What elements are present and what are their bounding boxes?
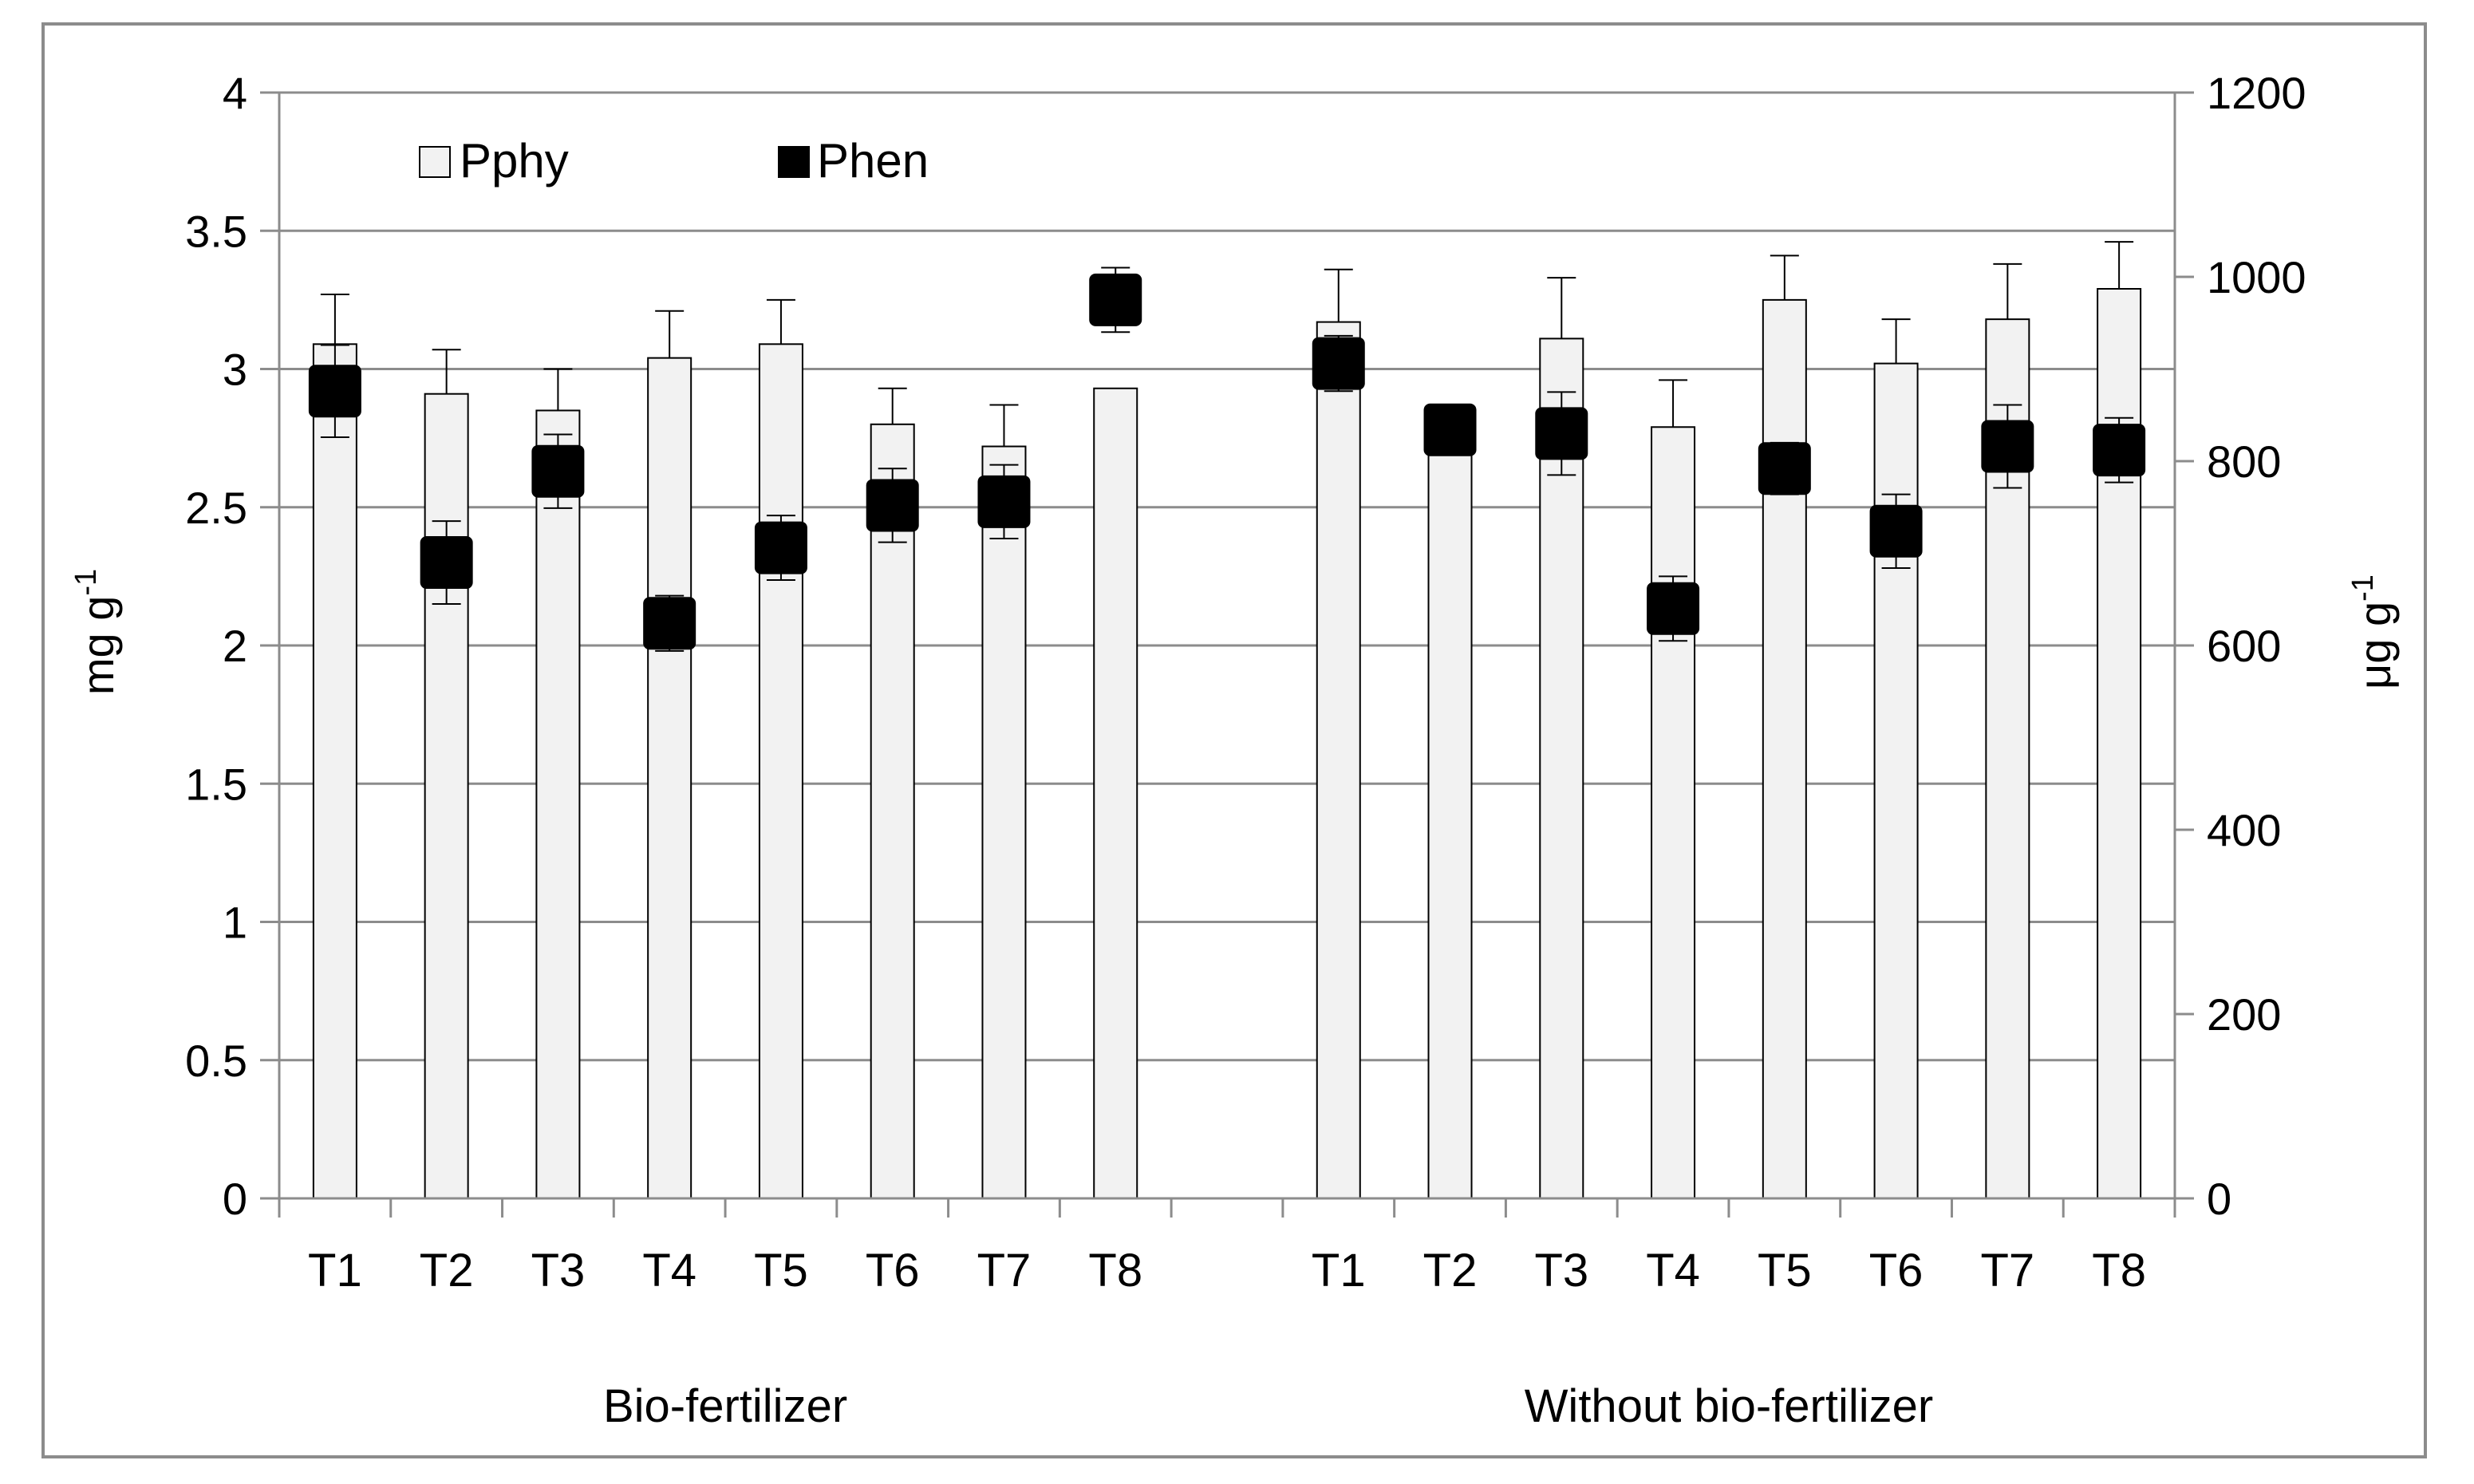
label-layer: 0 0.5 1 1.5 2 2.5 3 3.5 4 0 200 400 600 800 1000 1200 T1… <box>185 68 2306 1432</box>
bar-pphy <box>1427 426 1473 1199</box>
y-left-tick-label: 1 <box>223 898 247 948</box>
marker-phen <box>531 444 585 498</box>
y-right-tick-label: 1000 <box>2207 252 2306 302</box>
y-left-tick-label: 0.5 <box>185 1036 247 1086</box>
marker-phen <box>1312 337 1365 390</box>
bar-pphy <box>647 357 692 1199</box>
marker-phen <box>1758 442 1811 495</box>
x-tick-label: T6 <box>1869 1245 1924 1297</box>
axis-layer <box>260 91 2194 1218</box>
legend-label-phen: Phen <box>817 134 929 187</box>
legend-label-pphy: Pphy <box>460 134 569 187</box>
legend-swatch-phen <box>778 146 810 178</box>
bar-pphy <box>1093 387 1138 1199</box>
x-tick-label: T2 <box>1423 1245 1478 1297</box>
x-tick-label: T5 <box>1758 1245 1812 1297</box>
y-left-tick-label: 2.5 <box>185 483 247 533</box>
marker-phen <box>643 597 696 650</box>
legend-swatch-pphy <box>419 146 451 178</box>
y-left-tick-label: 2 <box>223 621 247 671</box>
group-label: Without bio-fertilizer <box>1525 1380 1933 1432</box>
marker-phen <box>1869 504 1923 558</box>
y-right-tick-label: 600 <box>2207 621 2281 671</box>
marker-phen <box>420 536 473 590</box>
y-right-tick-label: 0 <box>2207 1174 2231 1224</box>
bar-pphy <box>1873 362 1919 1200</box>
marker-phen <box>1647 582 1700 635</box>
grid-layer <box>279 91 2175 1062</box>
bar-pphy <box>758 343 803 1200</box>
x-tick-label: T7 <box>977 1245 1032 1297</box>
bar-pphy <box>535 409 581 1200</box>
y-right-tick-label: 800 <box>2207 436 2281 487</box>
bar-pphy <box>1316 321 1361 1200</box>
x-tick-label: T4 <box>1646 1245 1700 1297</box>
x-tick-label: T8 <box>1088 1245 1142 1297</box>
y-right-tick-label: 1200 <box>2207 68 2306 118</box>
legend: Pphy Phen <box>419 134 929 187</box>
y-left-tick-label: 3.5 <box>185 206 247 256</box>
x-tick-label: T1 <box>308 1245 362 1297</box>
chart-frame: 0 0.5 1 1.5 2 2.5 3 3.5 4 0 200 400 600 800 1000 1200 T1… <box>41 22 2427 1458</box>
marker-phen <box>1423 403 1477 456</box>
bar-pphy <box>1762 298 1807 1199</box>
marker-phen <box>1535 407 1588 460</box>
marker-phen <box>1981 420 2034 473</box>
y-left-tick-label: 0 <box>223 1174 247 1224</box>
y-left-tick-label: 1.5 <box>185 759 247 809</box>
bar-pphy <box>312 343 357 1200</box>
marker-phen <box>866 479 919 532</box>
y-right-tick-label: 400 <box>2207 805 2281 855</box>
marker-phen <box>308 365 361 418</box>
marker-phen <box>977 475 1031 528</box>
x-tick-label: T4 <box>642 1245 696 1297</box>
bar-pphy <box>1651 426 1696 1199</box>
x-tick-label: T3 <box>531 1245 586 1297</box>
x-tick-label: T1 <box>1312 1245 1366 1297</box>
bar-pphy <box>1539 337 1584 1199</box>
y-right-tick-label: 200 <box>2207 989 2281 1040</box>
marker-layer <box>308 266 2146 652</box>
bar-layer <box>312 241 2142 1200</box>
x-tick-label: T6 <box>866 1245 920 1297</box>
chart-svg: 0 0.5 1 1.5 2 2.5 3 3.5 4 0 200 400 600 800 1000 1200 T1… <box>69 68 2400 1432</box>
bar-pphy <box>981 445 1027 1199</box>
x-tick-label: T3 <box>1534 1245 1588 1297</box>
y-left-tick-label: 3 <box>223 345 247 395</box>
bar-pphy <box>424 393 469 1199</box>
x-tick-label: T7 <box>1981 1245 2035 1297</box>
marker-phen <box>754 521 807 574</box>
y-left-tick-label: 4 <box>223 68 247 118</box>
x-tick-label: T8 <box>2092 1245 2146 1297</box>
group-label: Bio-fertilizer <box>603 1380 847 1432</box>
y-axis-left-title: mg g-1 <box>69 569 123 695</box>
x-tick-label: T5 <box>754 1245 808 1297</box>
y-axis-right-title: μg g-1 <box>2346 574 2400 689</box>
marker-phen <box>2093 424 2146 477</box>
marker-phen <box>1089 273 1142 326</box>
x-tick-label: T2 <box>420 1245 474 1297</box>
